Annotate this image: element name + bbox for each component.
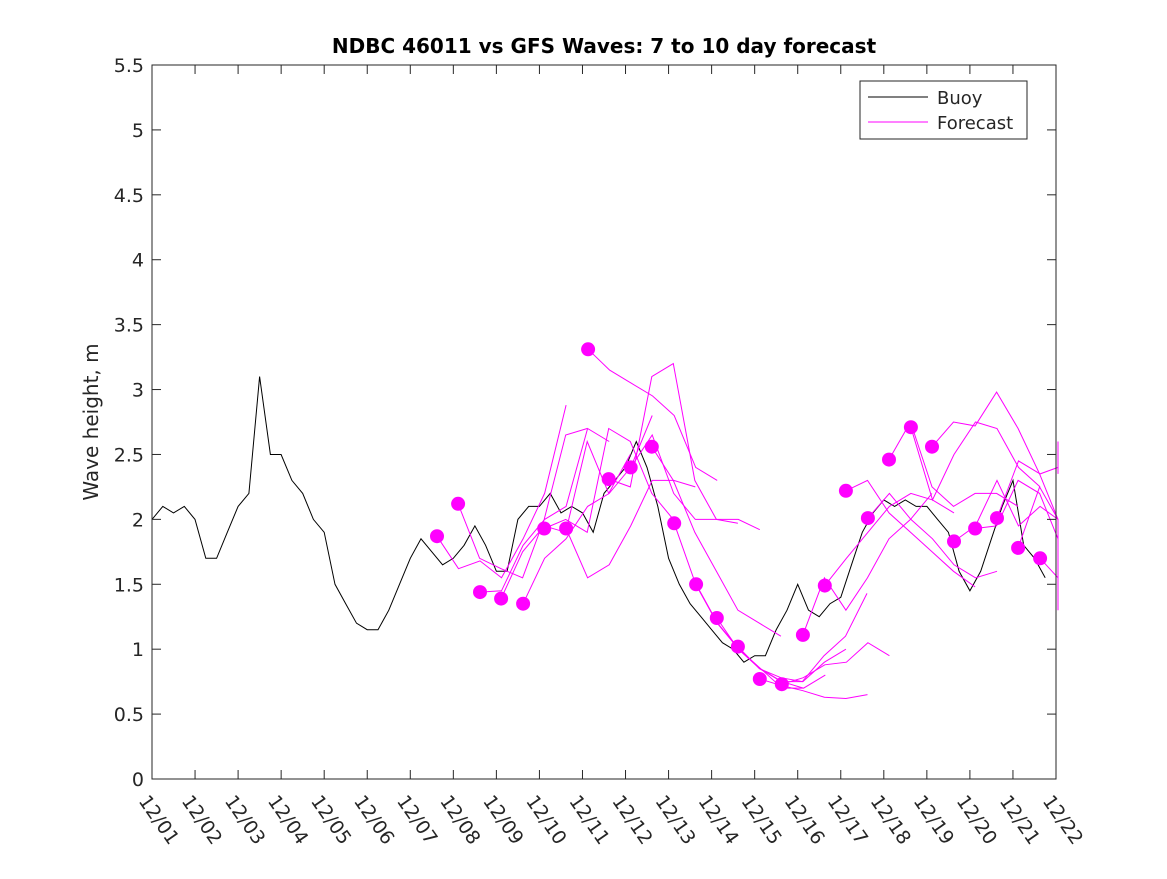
forecast-start-point-25 — [968, 521, 983, 536]
x-tick-label: 12/19 — [909, 791, 958, 848]
x-tick-label: 12/11 — [564, 791, 613, 848]
x-tick-label: 12/03 — [220, 791, 269, 848]
y-tick-label: 2 — [132, 509, 144, 531]
x-tick-label: 12/14 — [694, 791, 743, 848]
x-tick-label: 12/16 — [780, 791, 829, 848]
legend-buoy-label: Buoy — [937, 88, 983, 109]
legend: Buoy Forecast — [859, 80, 1028, 140]
forecast-start-point-19 — [838, 483, 853, 498]
forecast-line-20 — [867, 492, 998, 579]
y-tick-label: 1.5 — [114, 574, 144, 596]
forecast-start-point-6 — [559, 521, 574, 536]
forecast-line-2 — [479, 427, 610, 593]
y-tick-label: 4 — [132, 250, 144, 272]
forecast-start-point-14 — [730, 639, 745, 654]
forecast-start-point-7 — [581, 342, 596, 357]
y-tick-label: 2.5 — [114, 444, 144, 466]
forecast-line-14 — [737, 593, 868, 683]
x-tick-label: 12/18 — [866, 791, 915, 848]
buoy-series-line — [151, 376, 1046, 663]
x-tick-label: 12/02 — [177, 791, 226, 848]
forecast-start-point-15 — [752, 672, 767, 686]
forecast-line-16 — [781, 642, 890, 685]
forecast-line-9 — [630, 433, 761, 531]
x-tick-label: 12/22 — [1038, 791, 1087, 848]
x-tick-label: 12/08 — [435, 791, 484, 848]
forecast-start-point-22 — [903, 420, 918, 435]
y-tick-label: 5 — [132, 120, 144, 142]
forecast-start-point-11 — [667, 516, 682, 531]
x-tick-label: 12/13 — [650, 791, 699, 848]
forecast-start-point-3 — [494, 591, 509, 606]
forecast-start-point-18 — [817, 578, 832, 593]
forecast-start-point-8 — [601, 472, 616, 487]
y-tick-label: 0 — [132, 769, 144, 791]
x-tick-label: 12/12 — [607, 791, 656, 848]
forecast-start-point-4 — [516, 596, 531, 611]
y-tick-label: 4.5 — [114, 185, 144, 207]
forecast-line-5 — [544, 427, 674, 534]
forecast-start-point-13 — [709, 611, 724, 625]
x-tick-label: 12/17 — [823, 791, 872, 848]
forecast-start-point-12 — [689, 577, 704, 592]
y-tick-label: 3 — [132, 380, 144, 402]
x-tick-label: 12/05 — [306, 791, 355, 848]
forecast-start-point-0 — [430, 529, 444, 544]
plot-area — [152, 65, 1056, 779]
forecast-start-point-1 — [451, 496, 466, 511]
forecast-start-point-20 — [860, 511, 875, 526]
legend-box — [859, 80, 1028, 140]
x-tick-label: 12/21 — [995, 791, 1044, 848]
forecast-start-point-24 — [947, 534, 961, 549]
forecast-start-point-27 — [1011, 540, 1026, 555]
x-tick-label: 12/15 — [737, 791, 786, 848]
y-tick-label: 3.5 — [114, 315, 144, 337]
x-tick-label: 12/10 — [521, 791, 570, 848]
forecast-line-0 — [436, 404, 567, 579]
forecast-start-point-5 — [537, 521, 552, 536]
y-tick-label: 0.5 — [114, 704, 144, 726]
forecast-line-7 — [587, 348, 718, 481]
forecast-line-10 — [651, 446, 782, 637]
x-tick-label: 12/06 — [349, 791, 398, 848]
forecast-start-point-2 — [473, 585, 487, 600]
x-tick-label: 12/07 — [392, 791, 441, 848]
forecast-start-point-16 — [774, 677, 789, 692]
forecast-line-22 — [910, 421, 1041, 502]
y-axis-label: Wave height, m — [79, 343, 103, 500]
forecast-start-point-28 — [1033, 551, 1048, 566]
x-tick-label: 12/01 — [134, 791, 183, 848]
forecast-line-26 — [996, 441, 1059, 519]
axes-frame — [151, 64, 1057, 780]
forecast-start-point-9 — [623, 460, 638, 475]
x-tick-label: 12/09 — [478, 791, 527, 848]
forecast-line-28 — [1039, 557, 1059, 611]
legend-forecast-label: Forecast — [937, 113, 1013, 134]
x-tick-label: 12/04 — [263, 791, 312, 848]
forecast-start-point-26 — [990, 511, 1004, 526]
forecast-line-1 — [457, 428, 588, 579]
chart-title: NDBC 46011 vs GFS Waves: 7 to 10 day for… — [332, 34, 877, 58]
forecast-start-point-23 — [925, 439, 939, 454]
x-tick-label: 12/20 — [952, 791, 1001, 848]
forecast-line-19 — [845, 479, 976, 588]
y-tick-label: 5.5 — [114, 55, 144, 77]
y-tick-label: 1 — [132, 639, 144, 661]
forecast-start-point-21 — [882, 452, 896, 467]
forecast-start-point-17 — [795, 627, 810, 642]
forecast-start-point-10 — [644, 439, 659, 454]
